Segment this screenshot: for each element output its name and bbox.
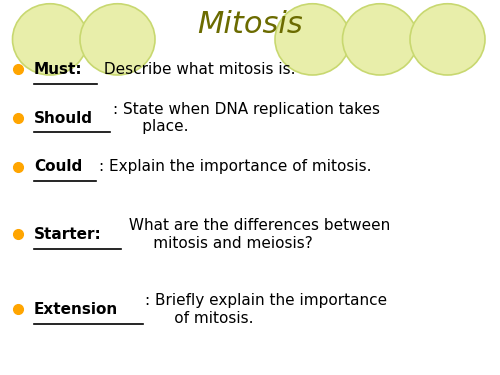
Ellipse shape bbox=[275, 4, 350, 75]
Text: What are the differences between
      mitosis and meiosis?: What are the differences between mitosis… bbox=[124, 218, 390, 250]
Ellipse shape bbox=[12, 4, 88, 75]
Text: Should: Should bbox=[34, 111, 93, 126]
Ellipse shape bbox=[342, 4, 417, 75]
Text: Must:: Must: bbox=[34, 62, 82, 77]
Text: Could: Could bbox=[34, 159, 82, 174]
Text: Extension: Extension bbox=[34, 302, 118, 317]
Text: : Briefly explain the importance
      of mitosis.: : Briefly explain the importance of mito… bbox=[145, 293, 388, 326]
Ellipse shape bbox=[410, 4, 485, 75]
Text: : Explain the importance of mitosis.: : Explain the importance of mitosis. bbox=[99, 159, 371, 174]
Text: Mitosis: Mitosis bbox=[197, 10, 303, 39]
Text: : State when DNA replication takes
      place.: : State when DNA replication takes place… bbox=[112, 102, 380, 134]
Text: Starter:: Starter: bbox=[34, 227, 102, 242]
Ellipse shape bbox=[80, 4, 155, 75]
Text: Describe what mitosis is.: Describe what mitosis is. bbox=[99, 62, 296, 77]
